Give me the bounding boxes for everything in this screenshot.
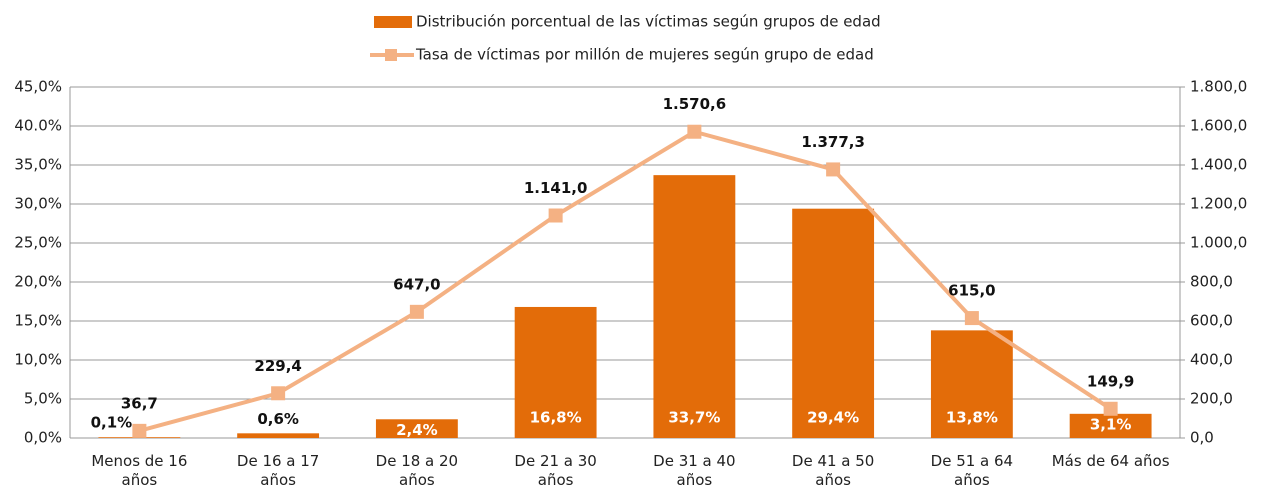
line-value-label: 1.570,6 [663,95,727,113]
marker [964,311,979,326]
x-tick-label: De 16 a 17 años [236,452,320,489]
line-value-label: 647,0 [393,275,440,293]
bar [792,208,875,438]
bar-value-label: 0,1% [91,414,133,432]
x-tick-label: De 21 a 30 años [514,452,597,489]
y2-tick-label: 1.800,0 [1190,78,1247,96]
marker [548,208,563,223]
x-tick-label: De 18 a 20 años [375,452,459,489]
marker [271,386,286,401]
marker [1103,401,1118,416]
bar [930,330,1013,438]
y-tick-label: 25,0% [14,234,62,252]
bar-value-label: 13,8% [946,409,998,427]
x-tick-label: De 31 a 40 años [653,452,736,489]
legend-marker [385,49,397,61]
y2-tick-label: 1.200,0 [1190,195,1247,213]
bar-value-label: 16,8% [530,409,582,427]
y-tick-label: 35,0% [14,156,62,174]
y2-tick-label: 400,0 [1190,351,1233,369]
y2-tick-label: 1.400,0 [1190,156,1247,174]
bar-value-label: 3,1% [1090,415,1132,433]
x-tick-label: De 41 a 50 años [791,452,875,489]
x-tick-label: De 51 a 64 años [930,452,1014,489]
legend-label: Distribución porcentual de las víctimas … [416,13,881,31]
y2-tick-label: 200,0 [1190,390,1233,408]
bar-value-label: 0,6% [257,410,299,428]
y-tick-label: 15,0% [14,312,62,330]
marker [409,304,424,319]
bar-value-label: 2,4% [396,421,438,439]
line-value-label: 615,0 [948,282,995,300]
line-value-label: 229,4 [254,357,301,375]
x-tick-label: Menos de 16 años [91,452,188,489]
bar-value-label: 33,7% [668,409,720,427]
line-value-label: 149,9 [1087,372,1134,390]
y-tick-label: 30,0% [14,195,62,213]
y-tick-label: 0,0% [24,429,62,447]
y-tick-label: 45,0% [14,78,62,96]
line-value-label: 1.141,0 [524,179,588,197]
marker [826,162,841,177]
y-tick-label: 10,0% [14,351,62,369]
y2-tick-label: 0,0 [1190,429,1214,447]
bar [1069,413,1152,438]
legend-swatch [374,16,412,28]
bar [514,306,597,438]
y-tick-label: 20,0% [14,273,62,291]
y2-tick-label: 1.000,0 [1190,234,1247,252]
y2-tick-label: 800,0 [1190,273,1233,291]
y2-tick-label: 600,0 [1190,312,1233,330]
legend-label: Tasa de víctimas por millón de mujeres s… [415,46,874,64]
bar [237,433,320,438]
y-tick-label: 5,0% [24,390,62,408]
marker [687,124,702,139]
bar [375,419,458,438]
y-tick-label: 40.0% [14,117,62,135]
line [138,129,1112,433]
bar-value-label: 29,4% [807,409,859,427]
bar [653,175,736,438]
line-value-label: 36,7 [121,394,158,412]
line-value-label: 1.377,3 [801,133,865,151]
marker [132,423,147,438]
y2-tick-label: 1.600,0 [1190,117,1247,135]
x-tick-label: Más de 64 años [1051,452,1170,470]
